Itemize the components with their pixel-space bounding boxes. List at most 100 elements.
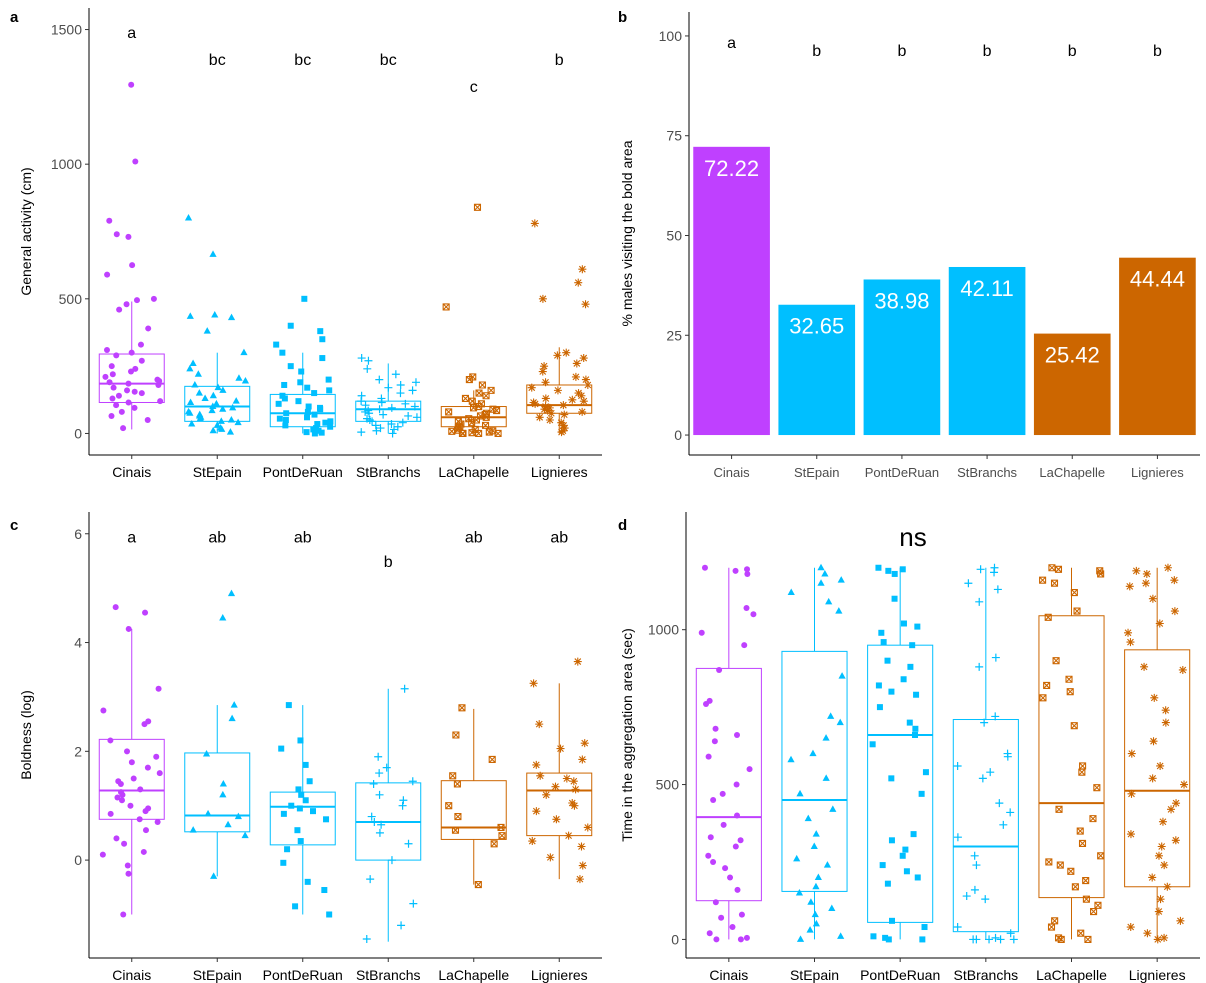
- data-point: [468, 397, 476, 405]
- data-point: [361, 401, 370, 410]
- data-point: [814, 873, 822, 880]
- data-point: [569, 777, 578, 786]
- data-point: [372, 426, 381, 435]
- y-tick-label: 2: [74, 743, 82, 759]
- data-point: [712, 725, 719, 732]
- data-point: [1172, 799, 1181, 808]
- data-point: [1178, 665, 1187, 674]
- data-point: [129, 262, 136, 269]
- box-group-stbranchs: [355, 354, 422, 438]
- data-point: [1161, 706, 1170, 715]
- data-point: [703, 701, 710, 708]
- data-point: [278, 745, 285, 752]
- data-point: [128, 81, 135, 88]
- data-point: [379, 410, 388, 419]
- y-tick-label: 500: [656, 777, 680, 793]
- data-point: [475, 429, 483, 438]
- data-point: [365, 409, 374, 418]
- data-point: [398, 418, 407, 427]
- x-tick-label: StEpain: [790, 967, 839, 983]
- data-point: [978, 774, 987, 783]
- data-point: [130, 775, 137, 782]
- data-point: [571, 372, 580, 381]
- data-point: [114, 794, 121, 801]
- data-point: [145, 325, 152, 332]
- data-point: [1084, 935, 1092, 943]
- data-point: [835, 607, 843, 614]
- data-point: [953, 761, 962, 770]
- data-point: [993, 585, 1002, 594]
- data-point: [1176, 916, 1185, 925]
- x-tick-label: Lignieres: [531, 464, 588, 480]
- data-point: [99, 851, 106, 858]
- data-point: [113, 231, 120, 238]
- data-point: [1150, 693, 1159, 702]
- data-point: [113, 352, 120, 359]
- data-point: [975, 597, 984, 606]
- data-point: [370, 818, 379, 827]
- data-point: [559, 421, 568, 430]
- data-point: [899, 852, 906, 859]
- data-point: [191, 380, 199, 388]
- data-point: [574, 278, 583, 287]
- data-point: [1097, 852, 1105, 860]
- box-iqr: [355, 400, 422, 422]
- data-point: [884, 880, 891, 887]
- data-point: [196, 414, 204, 422]
- data-point: [953, 923, 962, 932]
- data-point: [284, 846, 291, 853]
- bar-value-label: 72.22: [704, 156, 759, 181]
- panel-d: 0 500 1000 Cinais StEpain PontDeRuan StBranchs…: [618, 512, 1200, 983]
- data-point: [578, 265, 587, 274]
- data-point: [388, 429, 397, 438]
- bar-lachapelle: [1033, 333, 1111, 436]
- data-point: [194, 370, 202, 377]
- data-point: [125, 233, 132, 240]
- data-point: [109, 395, 116, 402]
- data-point: [461, 394, 470, 403]
- data-point: [985, 935, 994, 944]
- data-point: [828, 904, 836, 911]
- data-point: [975, 662, 984, 671]
- data-point: [729, 924, 736, 931]
- data-point: [888, 775, 895, 782]
- data-point: [1039, 694, 1047, 702]
- box-iqr: [526, 384, 593, 414]
- data-point: [153, 753, 160, 760]
- data-point: [109, 371, 116, 378]
- data-point: [294, 827, 301, 834]
- data-point: [1157, 842, 1166, 851]
- box-iqr: [1124, 649, 1191, 888]
- data-point: [716, 666, 723, 673]
- data-point: [295, 786, 302, 793]
- data-point: [1148, 594, 1157, 603]
- data-point: [552, 815, 561, 824]
- data-point: [387, 420, 396, 429]
- data-point: [577, 391, 586, 400]
- data-point: [387, 403, 396, 412]
- data-point: [212, 399, 221, 407]
- data-point: [701, 564, 708, 571]
- data-point: [103, 346, 110, 353]
- data-point: [219, 779, 227, 787]
- panel-label: a: [10, 9, 19, 26]
- data-point: [732, 843, 739, 850]
- data-point: [1006, 808, 1015, 817]
- data-point: [1050, 579, 1059, 587]
- data-point: [375, 769, 384, 778]
- data-point: [1158, 817, 1167, 826]
- data-point: [357, 428, 366, 437]
- data-point: [1163, 563, 1172, 572]
- data-point: [743, 934, 750, 941]
- data-point: [371, 421, 380, 430]
- data-point: [235, 374, 243, 381]
- data-point: [712, 899, 719, 906]
- data-point: [241, 831, 249, 839]
- data-point: [357, 354, 366, 363]
- box-group-lachapelle: [1038, 564, 1105, 943]
- x-tick-label: StEpain: [794, 465, 840, 480]
- data-point: [404, 839, 413, 848]
- data-point: [364, 356, 373, 365]
- data-point: [1140, 662, 1149, 671]
